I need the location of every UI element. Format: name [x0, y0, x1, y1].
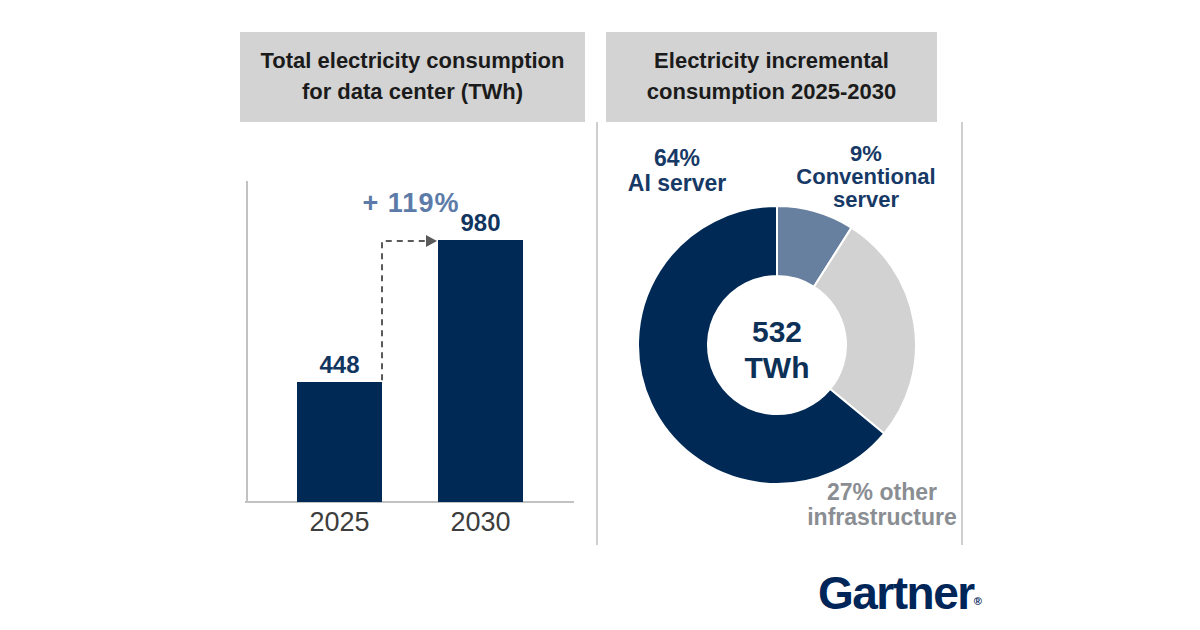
- gartner-logo-text: Gartner: [818, 567, 974, 619]
- bar-2030: [438, 240, 523, 502]
- left-chart-title: Total electricity consumption for data c…: [240, 32, 585, 122]
- donut-center-label: 532 TWh: [702, 314, 852, 386]
- bar-value-2025: 448: [297, 351, 382, 379]
- gartner-logo: Gartner®: [818, 566, 982, 620]
- bar-2025: [297, 382, 382, 502]
- donut-label-conventional-server: 9% Conventional server: [786, 142, 946, 211]
- growth-annotation: + 119%: [336, 188, 486, 219]
- growth-arrow-icon: [0, 0, 1200, 630]
- donut-label-ai-server: 64% AI server: [597, 146, 757, 197]
- y-axis-line: [246, 181, 248, 502]
- x-axis-label-2030: 2030: [438, 507, 523, 538]
- x-axis-label-2025: 2025: [297, 507, 382, 538]
- x-axis-line: [245, 501, 574, 503]
- registered-trademark-icon: ®: [974, 595, 982, 607]
- right-chart-title: Electricity incremental consumption 2025…: [606, 32, 937, 122]
- donut-label-other-infrastructure: 27% other infrastructure: [792, 480, 972, 531]
- infographic-canvas: Total electricity consumption for data c…: [0, 0, 1200, 630]
